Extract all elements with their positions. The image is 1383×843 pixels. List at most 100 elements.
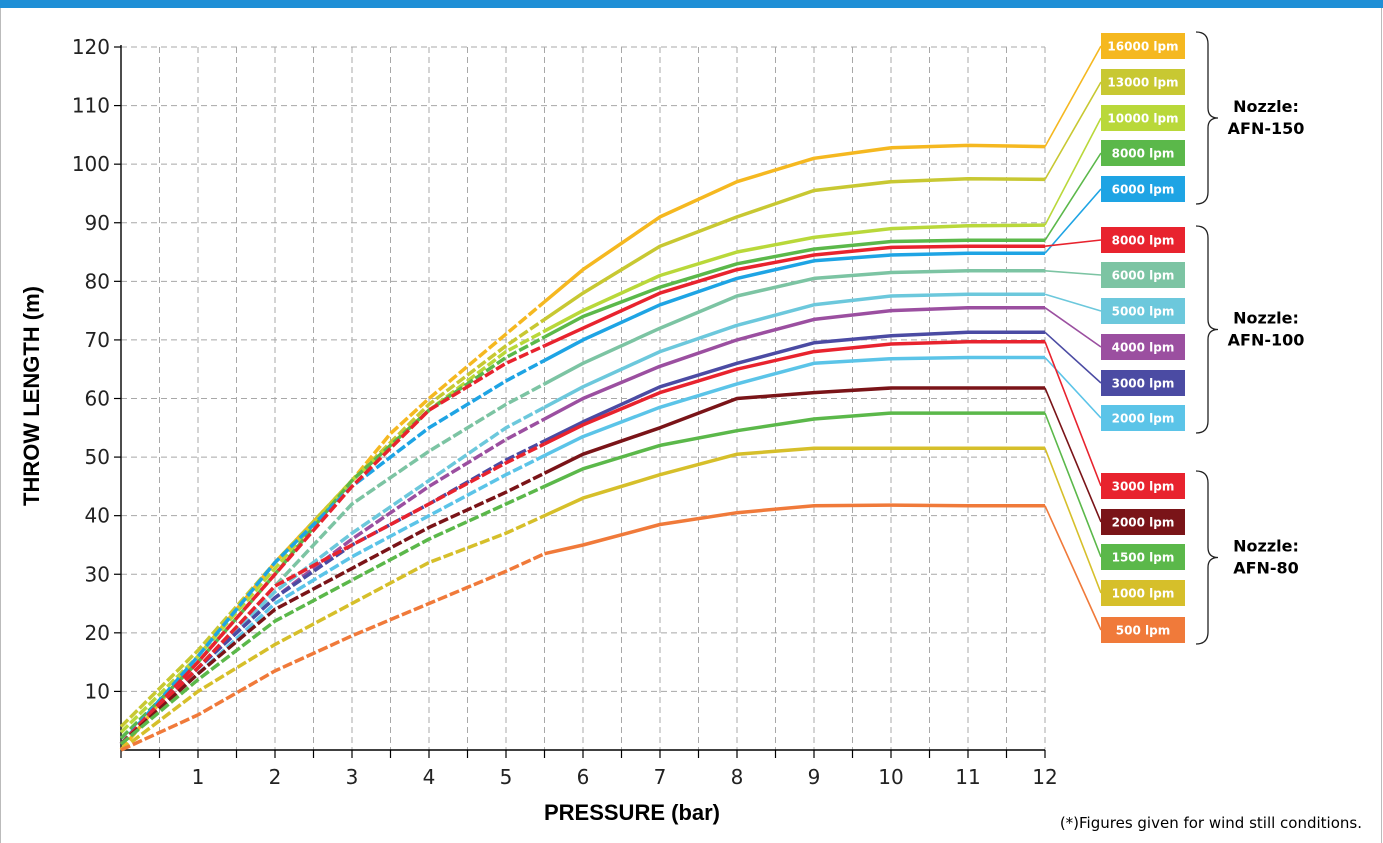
group-brace-1 (1195, 225, 1219, 434)
y-tick-label: 20 (85, 621, 110, 645)
legend-label-14: 1000 lpm (1112, 587, 1175, 601)
y-tick-label: 30 (85, 562, 110, 586)
y-tick-label: 50 (85, 445, 110, 469)
legend-swatch-6 (1101, 262, 1185, 288)
legend-connector-1 (1044, 81, 1102, 180)
x-tick-label: 2 (269, 765, 282, 789)
series-line-4 (543, 251, 1045, 362)
series-line-1 (543, 177, 1046, 321)
x-tick-label: 9 (808, 765, 821, 789)
group-label-model: AFN-150 (1228, 119, 1305, 138)
legend-swatch-1 (1101, 69, 1185, 95)
legend-swatch-0 (1101, 33, 1185, 59)
series-line-dashed-5 (119, 344, 546, 746)
series-line-7 (543, 292, 1045, 409)
x-tick-label: 4 (423, 765, 436, 789)
series-line-dashed-11 (119, 442, 546, 746)
y-tick-label: 100 (72, 152, 110, 176)
series-line-2 (543, 223, 1046, 333)
series-line-dashed-12 (119, 471, 546, 746)
legend-connector-5 (1044, 239, 1102, 247)
legend-connector-12 (1044, 387, 1102, 523)
series-line-5 (543, 244, 1045, 348)
series-line-dashed-0 (119, 300, 546, 752)
frame-border-left (0, 8, 1, 843)
legend-label-15: 500 lpm (1116, 624, 1170, 638)
x-tick-label: 1 (192, 765, 205, 789)
legend-connector-9 (1044, 331, 1102, 384)
legend-swatch-2 (1101, 105, 1185, 131)
y-tick-label: 40 (85, 504, 110, 528)
legend-connector-3 (1044, 152, 1102, 241)
legend-swatch-10 (1101, 405, 1185, 431)
legend-swatch-12 (1101, 509, 1185, 535)
series-line-10 (543, 355, 1045, 458)
legend-label-13: 1500 lpm (1112, 551, 1175, 565)
x-tick-label: 5 (500, 765, 513, 789)
legend-label-2: 10000 lpm (1107, 112, 1178, 126)
legend-connector-2 (1044, 117, 1102, 226)
x-tick-label: 10 (878, 765, 903, 789)
legend-label-3: 8000 lpm (1112, 147, 1175, 161)
group-brace-0 (1195, 31, 1219, 205)
footnote: (*)Figures given for wind still conditio… (1060, 814, 1362, 832)
y-tick-label: 80 (85, 269, 110, 293)
legend-swatch-14 (1101, 580, 1185, 606)
y-tick-label: 120 (72, 35, 110, 59)
legend-label-6: 6000 lpm (1112, 269, 1175, 283)
legend-swatch-9 (1101, 370, 1185, 396)
x-tick-label: 6 (577, 765, 590, 789)
legend-connector-15 (1044, 505, 1102, 631)
legend-swatch-8 (1101, 334, 1185, 360)
x-tick-label: 3 (346, 765, 359, 789)
series-line-13 (543, 411, 1045, 488)
y-tick-label: 110 (72, 94, 110, 118)
legend-connector-6 (1044, 269, 1102, 276)
legend-label-4: 6000 lpm (1112, 183, 1175, 197)
x-tick-label: 8 (731, 765, 744, 789)
legend-connector-4 (1044, 188, 1102, 254)
legend-connector-7 (1044, 293, 1102, 312)
frame-border-right (1381, 8, 1382, 843)
legend-label-5: 8000 lpm (1112, 234, 1175, 248)
y-tick-label: 90 (85, 211, 110, 235)
legend-label-12: 2000 lpm (1112, 516, 1175, 530)
group-label-nozzle: Nozzle: (1233, 309, 1299, 328)
y-tick-label: 10 (85, 679, 110, 703)
legend-swatch-7 (1101, 298, 1185, 324)
legend-swatch-11 (1101, 473, 1185, 499)
series-line-dashed-7 (119, 405, 546, 746)
series-line-dashed-1 (119, 317, 546, 728)
group-label-model: AFN-80 (1233, 559, 1299, 578)
series-line-0 (543, 143, 1046, 304)
legend-swatch-3 (1101, 140, 1185, 166)
series-line-3 (543, 238, 1045, 339)
legend-swatch-13 (1101, 544, 1185, 570)
legend-swatch-5 (1101, 227, 1185, 253)
series-line-dashed-14 (119, 514, 546, 752)
group-label-model: AFN-100 (1228, 331, 1305, 350)
group-label-nozzle: Nozzle: (1233, 537, 1299, 556)
series-line-6 (543, 269, 1045, 386)
series-line-dashed-13 (119, 484, 546, 746)
legend-connector-0 (1044, 45, 1102, 147)
legend-label-0: 16000 lpm (1107, 40, 1178, 54)
x-tick-label: 12 (1032, 765, 1057, 789)
legend-swatch-4 (1101, 176, 1185, 202)
series-line-15 (544, 503, 1045, 556)
y-tick-label: 60 (85, 387, 110, 411)
series-line-8 (543, 305, 1045, 421)
legend-label-7: 5000 lpm (1112, 305, 1175, 319)
group-brace-2 (1195, 470, 1219, 645)
series-line-14 (543, 446, 1045, 518)
legend-label-8: 4000 lpm (1112, 341, 1175, 355)
legend-label-1: 13000 lpm (1107, 76, 1178, 90)
legend: 16000 lpm 13000 lpm 10000 lpm 8000 lpm 6000 … (1044, 31, 1305, 645)
legend-connector-14 (1044, 448, 1102, 594)
legend-connector-8 (1044, 307, 1102, 348)
y-axis-label: THROW LENGTH (m) (19, 286, 44, 506)
series-line-dashed-15 (120, 552, 546, 752)
x-tick-label: 11 (955, 765, 980, 789)
